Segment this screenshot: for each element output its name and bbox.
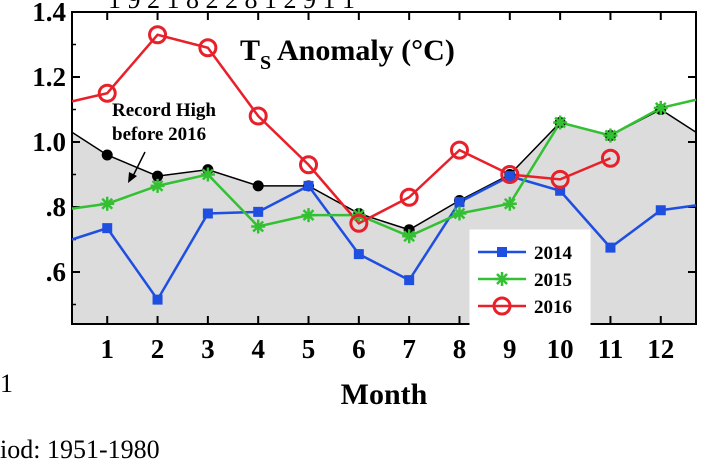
series-point-2014 (504, 171, 515, 182)
series-point-2016 (550, 169, 570, 189)
series-point-2014 (353, 249, 364, 260)
y-tick-label: 1.0 (32, 127, 66, 157)
legend-box (469, 229, 591, 326)
series-point-2016 (600, 148, 620, 168)
series-point-2014 (303, 180, 314, 191)
series-point-2014 (253, 206, 264, 217)
plot-frame (71, 11, 697, 325)
series-point-2015 (603, 128, 618, 143)
legend-label-2015: 2015 (534, 270, 572, 291)
x-tick-label: 1 (100, 334, 114, 364)
series-point-2015 (150, 178, 165, 193)
star-stroke (302, 209, 315, 222)
y-tick-label: 1.2 (32, 62, 66, 92)
x-tick-label: 6 (352, 334, 366, 364)
series-point-2016 (349, 213, 369, 233)
star-stroke (554, 116, 567, 129)
series-point-2016 (148, 25, 168, 45)
legend-label-2016: 2016 (534, 297, 572, 318)
record-high-point (101, 149, 113, 161)
series-point-2015 (301, 208, 316, 223)
legend-marker-2016 (492, 296, 512, 316)
legend-label-2014: 2014 (534, 243, 573, 264)
series-point-2014 (202, 208, 213, 219)
series-point-2016 (299, 155, 319, 175)
series-point-2016 (248, 106, 268, 126)
series-line-2015 (71, 98, 697, 238)
series-point-2014 (555, 185, 566, 196)
legend: 2014 2015 2016 (469, 229, 591, 326)
series-point-2014 (655, 205, 666, 216)
series-point-2016 (97, 83, 117, 103)
series-point-2015 (553, 115, 568, 130)
series-point-2015 (100, 196, 115, 211)
series-point-2015 (200, 167, 215, 182)
x-tick-label: 3 (201, 334, 215, 364)
x-tick-label: 12 (647, 334, 674, 364)
series-point-2015 (452, 206, 467, 221)
x-tick-label: 9 (503, 334, 517, 364)
legend-marker-2014 (497, 247, 507, 257)
cropped-left-digit: 1 (0, 369, 13, 398)
y-tick-label: .6 (46, 257, 66, 287)
series-point-2015 (653, 100, 668, 115)
star-stroke (201, 168, 214, 181)
star-stroke (403, 230, 416, 243)
record-high-label-line2: before 2016 (112, 124, 206, 145)
series-point-2016 (399, 187, 419, 207)
series-markers (97, 25, 668, 305)
star-stroke (101, 197, 114, 210)
series-point-2016 (449, 140, 469, 160)
x-tick-label: 2 (151, 334, 165, 364)
x-tick-label: 4 (251, 334, 265, 364)
x-axis-title: Month (341, 378, 428, 411)
series-point-2015 (502, 196, 517, 211)
star-stroke (654, 101, 667, 114)
y-tick-label: .8 (46, 192, 66, 222)
x-tick-label: 5 (302, 334, 316, 364)
cropped-top-row: 1 9 2 1 8 2 2 8 1 2 9 1 1 (108, 0, 355, 14)
series-point-2014 (605, 242, 616, 253)
star-stroke (151, 179, 164, 192)
y-tick-label: 1.4 (32, 0, 66, 27)
x-tick-label: 10 (547, 334, 574, 364)
x-tick-label: 11 (598, 334, 624, 364)
x-tick-label: 8 (453, 334, 467, 364)
series-point-2015 (402, 229, 417, 244)
series-point-2016 (198, 38, 218, 58)
record-high-label-line1: Record High (112, 100, 216, 121)
series-point-2014 (102, 223, 113, 234)
series-point-2014 (404, 275, 415, 286)
star-stroke (503, 197, 516, 210)
record-high-arrow (128, 151, 146, 183)
record-high-point (252, 180, 264, 192)
chart-title: TS Anomaly (°C) (240, 34, 455, 74)
series-point-2016 (500, 165, 520, 184)
series-point-2015 (251, 219, 266, 234)
series-point-2014 (454, 197, 465, 208)
legend-marker-2015 (495, 272, 509, 286)
series-line-2014 (71, 174, 697, 302)
record-high-point (152, 170, 164, 182)
star-stroke (453, 207, 466, 220)
cropped-bottom-text: iod: 1951-1980 (0, 435, 160, 464)
tick-labels: 1 2 3 4 5 6 7 8 9 10 11 12.6.81.01.21.4 (32, 0, 674, 364)
star-stroke (496, 273, 508, 285)
star-stroke (252, 220, 265, 233)
star-stroke (604, 129, 617, 142)
series-point-2014 (152, 294, 163, 305)
x-tick-label: 7 (402, 334, 416, 364)
